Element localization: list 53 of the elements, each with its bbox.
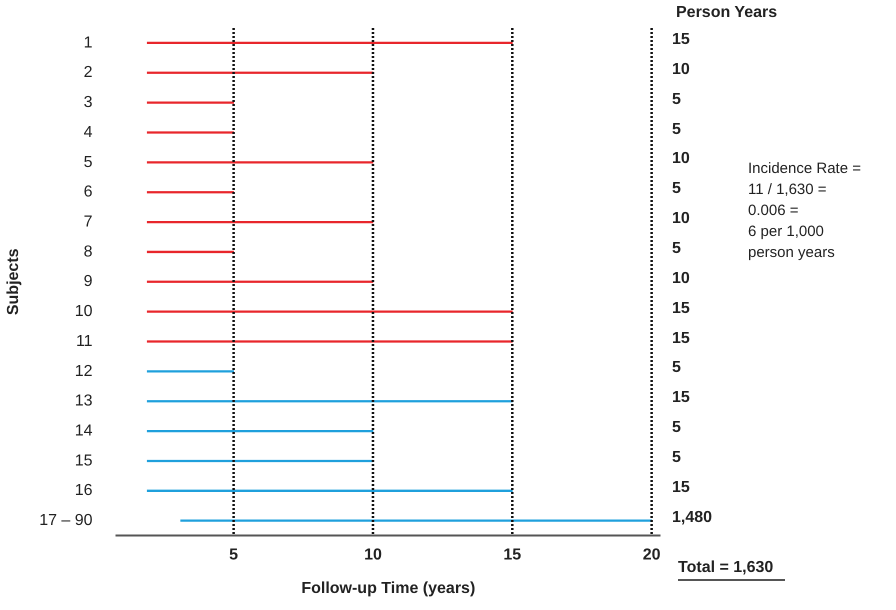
x-tick-label: 10 xyxy=(364,546,382,564)
bar xyxy=(146,72,374,74)
y-tick-label: 6 xyxy=(84,184,93,201)
text: 5 xyxy=(672,120,681,140)
text: Incidence Rate = 11 / 1,630 = 0.006 = 6 per 1,000 person years xyxy=(748,159,861,263)
x-axis-title: Follow-up Time (years) xyxy=(301,580,476,597)
x-tick-label: 20 xyxy=(642,546,661,564)
y-tick-label: 5 xyxy=(84,154,93,171)
bar xyxy=(146,191,234,194)
y-tick-label: 17 – 90 xyxy=(39,512,93,530)
x-tick-label: 5 xyxy=(229,546,238,564)
bar xyxy=(146,161,374,164)
text: 10 xyxy=(672,209,690,230)
text: 10 xyxy=(672,60,690,80)
bar xyxy=(146,370,234,373)
y-tick-label: 12 xyxy=(74,362,93,380)
text: 5 xyxy=(672,238,681,259)
y-tick-label: 7 xyxy=(84,213,93,230)
y-tick-label: 16 xyxy=(74,482,93,500)
y-tick-label: 4 xyxy=(84,124,93,141)
y-tick-label: 14 xyxy=(74,422,93,440)
bar xyxy=(146,400,513,402)
x-tick-label: 15 xyxy=(503,546,522,564)
bar xyxy=(146,102,234,104)
text: Person Years xyxy=(676,3,778,23)
y-tick-label: 15 xyxy=(74,452,93,470)
text: 5 xyxy=(672,179,681,200)
text: 5 xyxy=(672,448,681,468)
y-tick-label: 3 xyxy=(84,94,93,112)
text: 15 xyxy=(672,478,690,498)
text: 5 xyxy=(672,358,681,378)
text: 10 xyxy=(672,149,690,170)
text: 5 xyxy=(672,90,681,110)
bar xyxy=(180,520,652,522)
text: 15 xyxy=(672,328,690,349)
y-tick-label: 1 xyxy=(84,34,93,52)
text: 10 xyxy=(672,268,690,289)
bar xyxy=(146,280,374,283)
text: 15 xyxy=(672,298,690,319)
y-tick-label: 9 xyxy=(84,273,93,290)
y-tick-label: 11 xyxy=(76,332,93,350)
bar xyxy=(146,310,513,313)
text: 15 xyxy=(672,388,690,408)
y-tick-label: 2 xyxy=(84,64,93,82)
y-tick-label: 13 xyxy=(74,392,93,410)
text: 1,480 xyxy=(672,508,712,528)
text: 5 xyxy=(672,418,681,438)
y-tick-label: 8 xyxy=(84,243,93,260)
text: 15 xyxy=(672,30,690,50)
bar xyxy=(146,490,513,492)
y-axis-title: Subjects xyxy=(5,248,22,316)
text: Total = 1,630 xyxy=(678,557,786,581)
y-tick-label: 10 xyxy=(74,303,93,320)
